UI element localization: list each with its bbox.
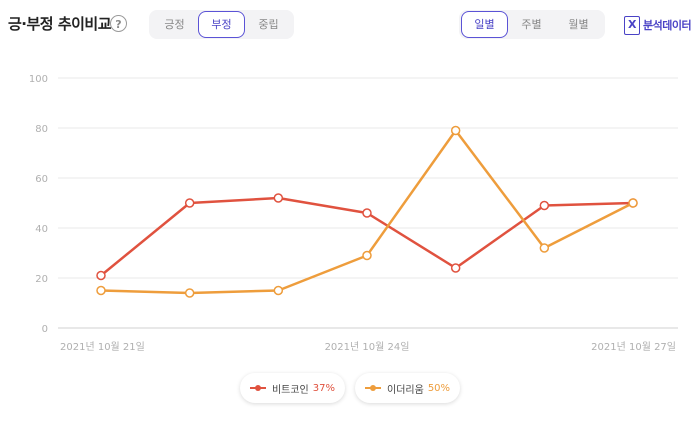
data-point bbox=[628, 198, 638, 208]
tab-negative[interactable]: 부정 bbox=[198, 11, 245, 38]
question-circle-icon[interactable]: ? bbox=[110, 15, 127, 32]
tab-weekly[interactable]: 주별 bbox=[521, 18, 542, 31]
x-tick-label: 2021년 10월 21일 bbox=[60, 341, 145, 353]
data-point bbox=[273, 285, 284, 296]
data-point bbox=[450, 125, 461, 136]
legend-percent-ethereum: 50% bbox=[427, 382, 451, 394]
legend-label-bitcoin: 비트코인 bbox=[271, 384, 309, 396]
data-point bbox=[96, 285, 106, 296]
excel-file-icon: X bbox=[624, 15, 640, 35]
data-point bbox=[362, 208, 372, 218]
y-tick-label: 100 bbox=[29, 74, 48, 85]
legend-item-ethereum[interactable]: 이더리움 50% bbox=[355, 373, 461, 403]
data-point bbox=[96, 270, 106, 281]
y-tick-label: 40 bbox=[35, 224, 48, 235]
data-point bbox=[539, 200, 550, 211]
tab-monthly[interactable]: 월별 bbox=[568, 18, 589, 31]
y-tick-label: 20 bbox=[35, 274, 48, 285]
legend-marker-bitcoin bbox=[249, 383, 266, 393]
y-tick-label: 0 bbox=[42, 324, 48, 335]
tab-neutral[interactable]: 중립 bbox=[258, 18, 279, 31]
export-label: 분석데이터 bbox=[643, 19, 692, 32]
data-point bbox=[184, 288, 195, 298]
data-point bbox=[539, 243, 550, 253]
tab-positive[interactable]: 긍정 bbox=[164, 18, 185, 31]
x-tick-label: 2021년 10월 24일 bbox=[325, 341, 410, 353]
y-tick-label: 80 bbox=[35, 124, 48, 135]
page-title: 긍·부정 추이비교 bbox=[8, 15, 112, 33]
chart-legend: 비트코인 37% 이더리움 50% bbox=[0, 373, 700, 403]
sentiment-toggle: 긍정 부정 중립 bbox=[149, 10, 294, 39]
trend-line-chart: 0 20 40 60 80 100 2021년 10월 21일 2021년 10월 24일 20… bbox=[29, 74, 678, 353]
data-point bbox=[450, 263, 461, 273]
y-tick-label: 60 bbox=[35, 174, 48, 185]
export-data-button[interactable]: X 분석데이터 bbox=[624, 14, 692, 36]
legend-percent-bitcoin: 37% bbox=[312, 382, 335, 394]
tab-daily[interactable]: 일별 bbox=[461, 11, 508, 38]
data-point bbox=[273, 193, 284, 203]
data-point bbox=[362, 250, 372, 261]
data-point bbox=[184, 198, 195, 208]
legend-marker-ethereum bbox=[365, 383, 381, 393]
legend-item-bitcoin[interactable]: 비트코인 37% bbox=[239, 373, 345, 403]
period-toggle: 일별 주별 월별 bbox=[459, 10, 605, 39]
x-tick-label: 2021년 10월 27일 bbox=[591, 341, 676, 353]
legend-label-ethereum: 이더리움 bbox=[387, 384, 424, 396]
